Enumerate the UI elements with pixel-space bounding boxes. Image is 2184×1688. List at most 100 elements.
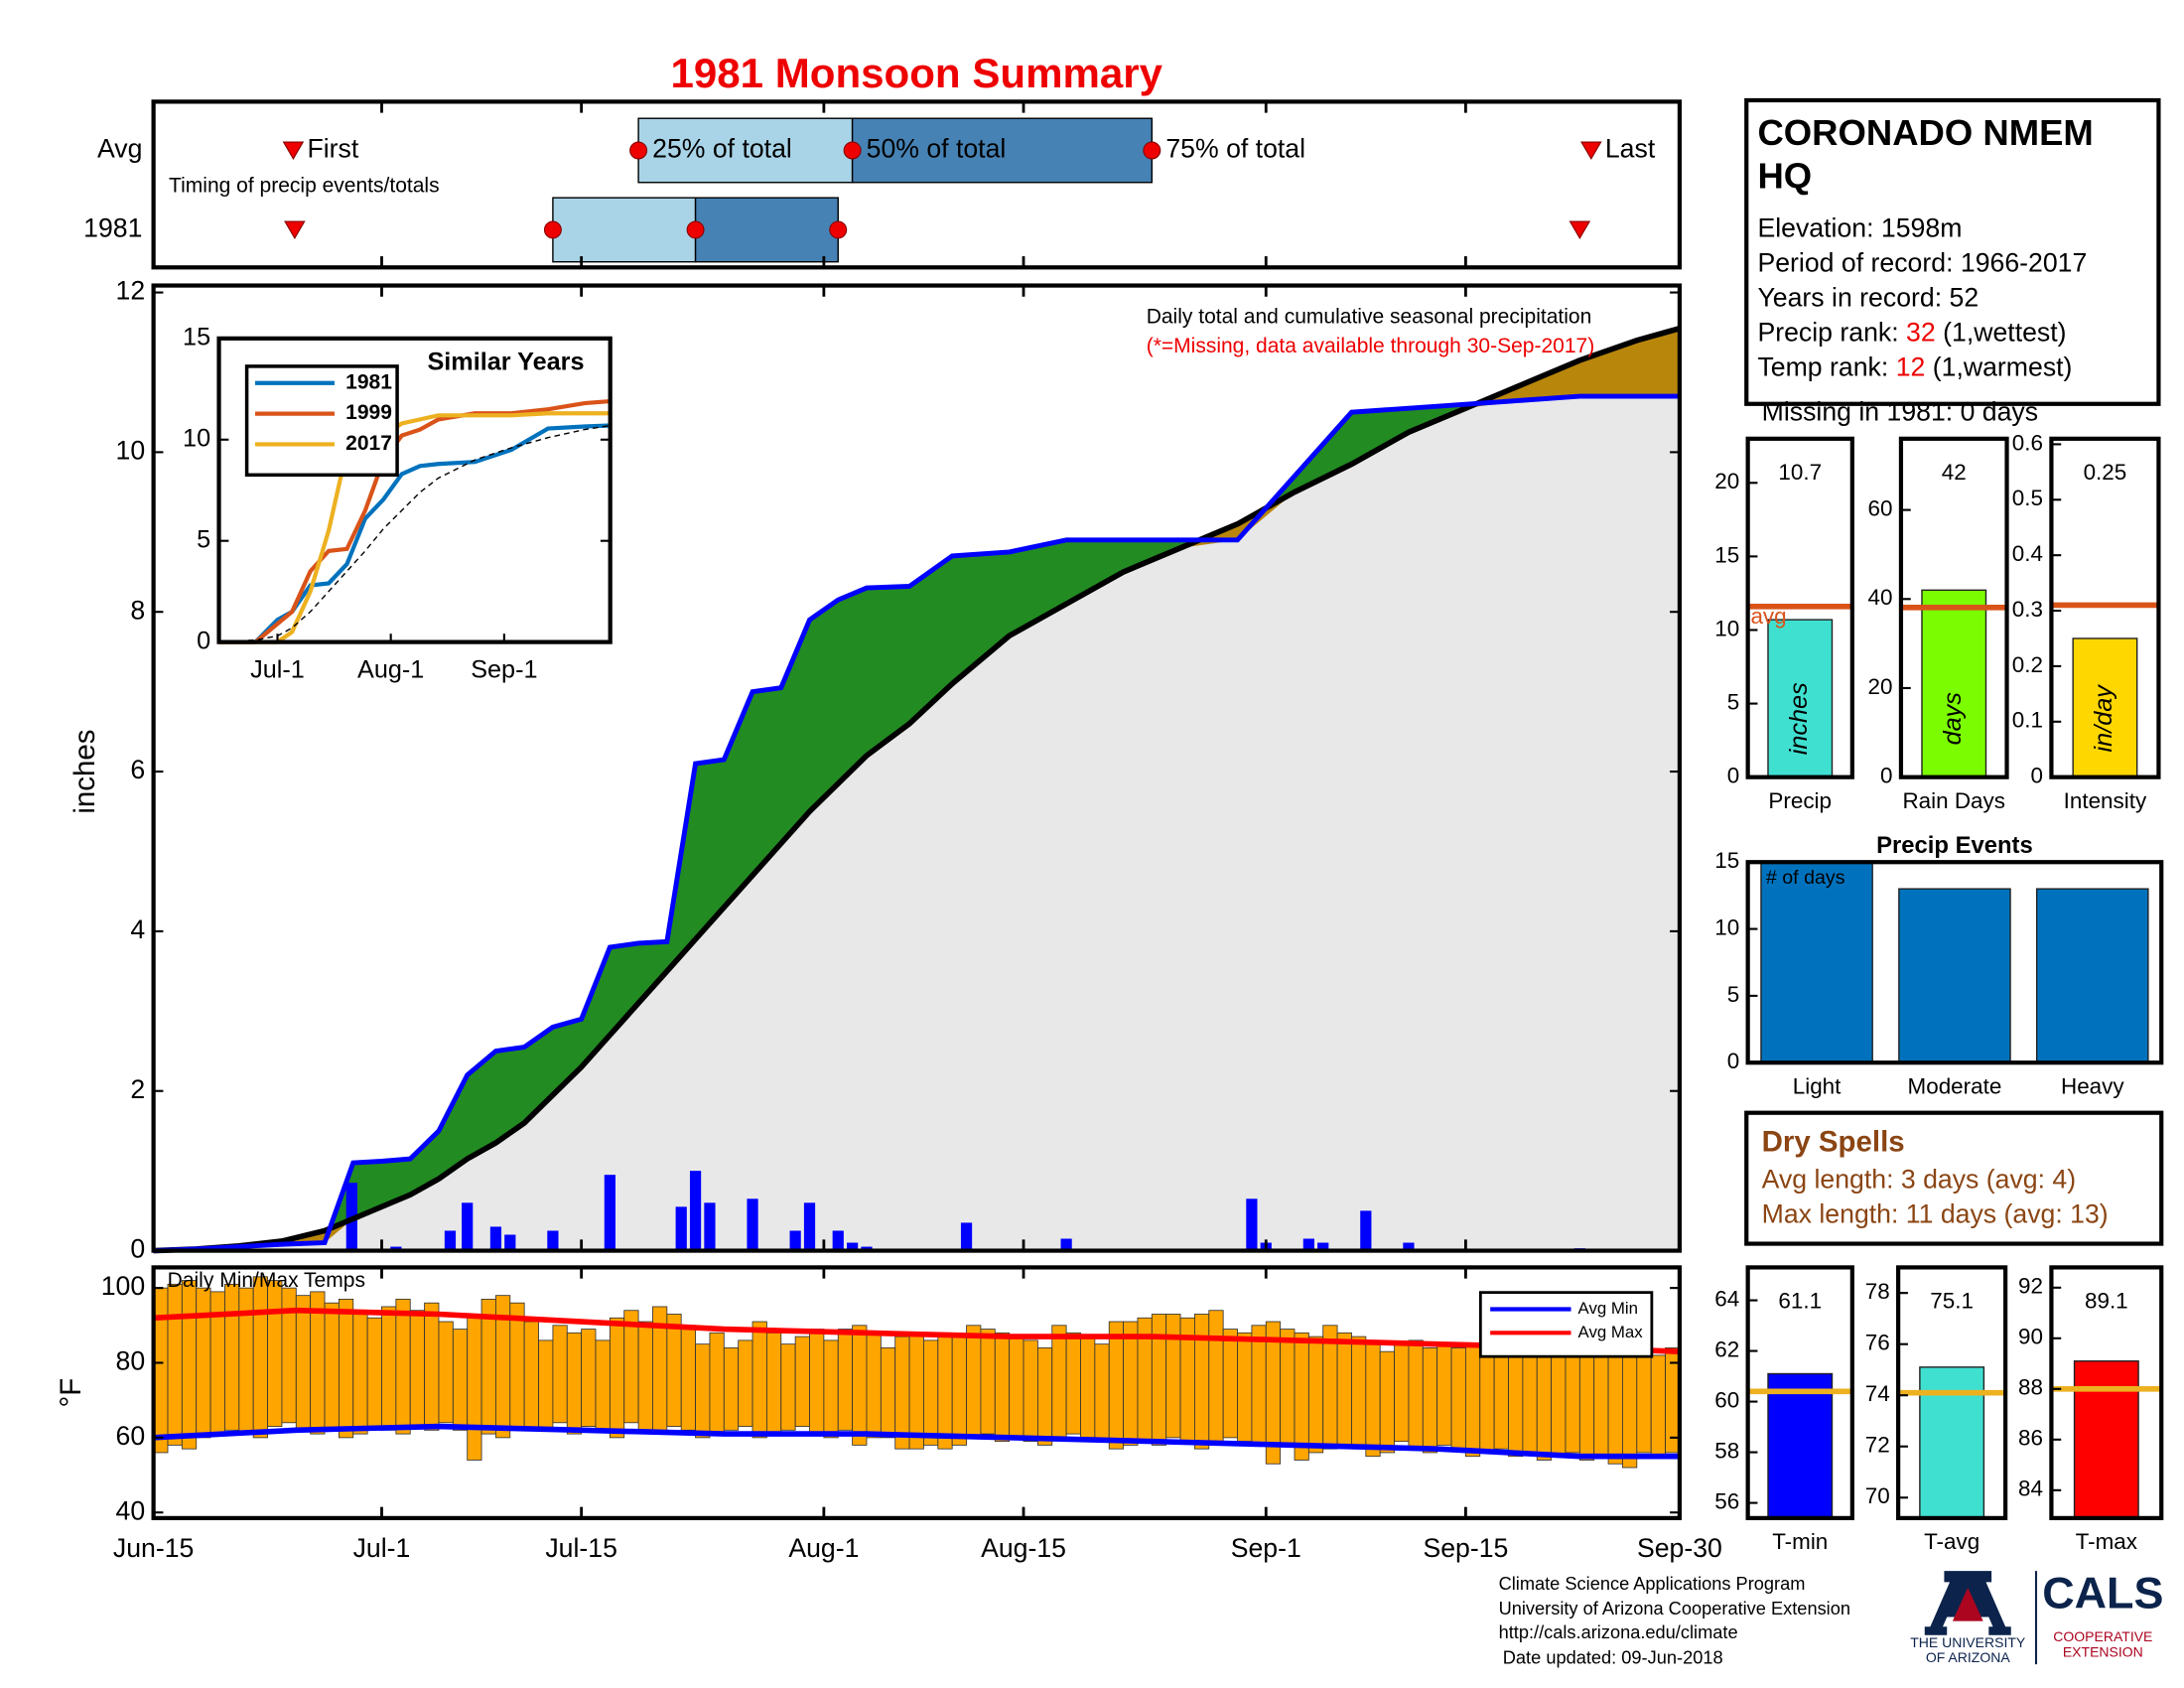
y-tick-label: 15	[1714, 848, 1739, 873]
y-tick-label: 40	[1868, 585, 1893, 610]
temp-bar	[1365, 1339, 1381, 1458]
dry-spells-title: Dry Spells	[1762, 1125, 1905, 1158]
y-tick-label: 56	[1714, 1488, 1739, 1513]
temp-bar	[352, 1310, 368, 1435]
y-tick-label: 0	[1727, 1049, 1739, 1073]
temp-bar	[1208, 1310, 1224, 1446]
daily-bar	[832, 1230, 844, 1251]
daily-bar	[462, 1202, 474, 1251]
x-tick-label: Sep-1	[1231, 1533, 1301, 1563]
average-line	[153, 326, 1681, 1254]
temp-bar	[1051, 1325, 1067, 1439]
y-tick-label: 80	[116, 1346, 146, 1376]
series-line	[218, 424, 611, 643]
temp-bar	[1336, 1332, 1352, 1446]
marker-label: First	[307, 134, 358, 164]
bar	[2035, 888, 2149, 1063]
dry-spells-line: Max length: 11 days (avg: 13)	[1762, 1199, 2109, 1229]
y-tick-label: 86	[2018, 1426, 2043, 1451]
y-tick-label: 5	[1727, 982, 1739, 1007]
y-tick-label: 0.4	[2012, 541, 2043, 566]
temp-bar	[523, 1321, 539, 1431]
temp-bar	[937, 1332, 953, 1450]
temp-bar	[880, 1346, 896, 1439]
temp-bar	[1436, 1343, 1452, 1446]
category-label: T-max	[2076, 1529, 2137, 1554]
timing-marker	[543, 220, 562, 239]
temp-bar	[1622, 1343, 1638, 1469]
temp-bar	[780, 1343, 796, 1431]
bar	[1919, 1366, 1985, 1519]
y-tick-label: 0	[130, 1234, 145, 1264]
y-tick-label: 15	[183, 324, 210, 352]
legend-label: 1981	[345, 370, 392, 393]
temp-bar	[595, 1339, 611, 1431]
bar	[1767, 1372, 1834, 1519]
x-tick-label: Aug-1	[357, 656, 424, 684]
temp-bar	[1307, 1336, 1324, 1454]
temp-bar	[295, 1295, 312, 1431]
bar	[1767, 619, 1834, 778]
timing-marker	[629, 141, 648, 160]
category-label: Intensity	[2064, 788, 2147, 813]
frame	[1896, 1265, 2008, 1520]
temp-bar	[738, 1339, 753, 1427]
annotation: # of days	[1766, 867, 1845, 889]
temp-bar	[238, 1287, 254, 1435]
x-tick-label: Sep-30	[1637, 1533, 1722, 1563]
note: (1,warmest)	[1932, 353, 2073, 383]
temp-bar	[1408, 1339, 1424, 1450]
y-tick-label: 0	[1880, 764, 1892, 788]
x-tick-label: Jun-15	[113, 1533, 194, 1563]
temp-bar	[1294, 1332, 1309, 1461]
temp-bar	[167, 1283, 183, 1446]
frame	[1745, 1265, 1854, 1520]
temp-bar	[438, 1321, 454, 1424]
y-tick-label: 58	[1714, 1438, 1739, 1463]
y-tick-label: 20	[1868, 674, 1893, 699]
temp-bar	[1194, 1314, 1210, 1450]
temp-bar	[1065, 1332, 1081, 1435]
station-text: CORONADO NMEM HQ Elevation: 1598m Period…	[1757, 111, 2154, 385]
logo-a-inner	[1952, 1588, 1983, 1621]
y-tick-label: 0.3	[2012, 597, 2043, 622]
legend-label: 1999	[345, 401, 392, 424]
temp-bar	[252, 1276, 268, 1439]
x-tick-label: Jul-1	[353, 1533, 411, 1563]
daily-bar	[675, 1206, 687, 1251]
temp-bar	[1636, 1346, 1652, 1454]
area-fill	[153, 396, 1680, 1251]
temp-bar	[267, 1280, 283, 1427]
bar	[1898, 888, 2011, 1063]
temp-bar	[366, 1317, 382, 1427]
marker-label: Last	[1605, 134, 1656, 164]
annotation: Daily Min/Max Temps	[168, 1269, 365, 1292]
category-label: T-min	[1772, 1529, 1828, 1554]
y-axis-label: °F	[55, 1378, 87, 1408]
daily-bar	[847, 1242, 859, 1251]
temp-bar	[1379, 1350, 1395, 1454]
value-label: 0.25	[2084, 460, 2127, 485]
temp-bar	[552, 1325, 568, 1424]
timing-marker	[1569, 220, 1591, 239]
unit-label: days	[1939, 692, 1967, 746]
temp-bar	[1123, 1321, 1139, 1446]
daily-bar	[489, 1226, 502, 1251]
temp-bar	[581, 1329, 597, 1427]
timing-marker	[843, 141, 862, 160]
temp-bar	[765, 1332, 782, 1435]
temp-bar	[381, 1306, 397, 1431]
y-tick-label: 0.6	[2012, 430, 2043, 455]
footer-line: University of Arizona Cooperative Extens…	[1499, 1598, 1850, 1618]
daily-bar	[789, 1230, 801, 1251]
y-tick-label: 10	[1714, 914, 1739, 939]
daily-bar	[504, 1234, 516, 1251]
logo-text: COOPERATIVE	[2053, 1628, 2152, 1644]
temp-bar	[794, 1336, 810, 1427]
y-tick-label: 100	[101, 1271, 145, 1301]
annotation: Daily total and cumulative seasonal prec…	[1147, 305, 1592, 328]
years: Years in record: 52	[1757, 284, 1979, 314]
y-tick-label: 84	[2018, 1477, 2043, 1501]
frame	[151, 1265, 1683, 1520]
marker-label: 50% of total	[867, 134, 1007, 164]
